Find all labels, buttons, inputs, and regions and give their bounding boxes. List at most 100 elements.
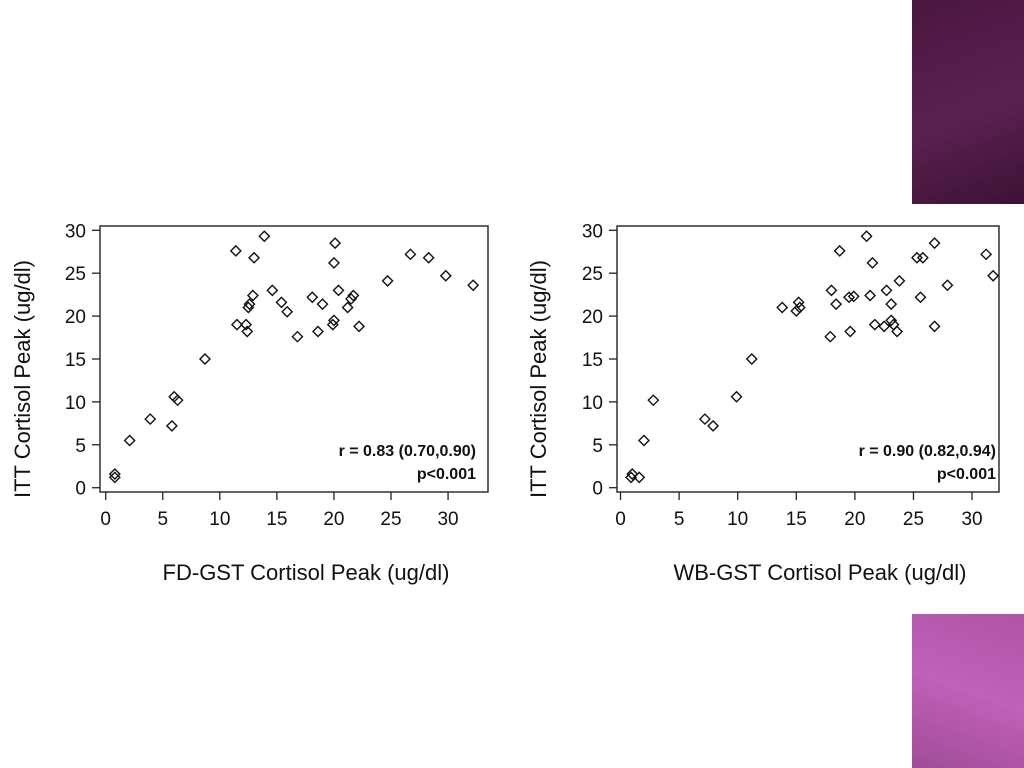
scatter-plot-2: 0 5 10 15 20 25 30 0 5 10 15 20 25 30 WB-GST Cortisol … [526, 221, 1000, 585]
data-point [332, 284, 345, 297]
data-point [914, 291, 927, 304]
data-point [864, 289, 877, 302]
data-point [707, 419, 720, 432]
data-point [790, 304, 803, 317]
data-point [745, 353, 758, 365]
y-tick-label: 5 [75, 436, 86, 457]
y-tick-label: 20 [65, 307, 86, 328]
data-point [108, 467, 121, 480]
data-point [860, 230, 873, 243]
data-point [866, 256, 879, 269]
data-point [625, 471, 638, 484]
data-point [776, 301, 789, 314]
scatter-plots: 0 5 10 15 20 25 30 0 5 10 15 20 25 30 FD-GST Cortisol … [10, 221, 1000, 585]
data-point [843, 291, 856, 304]
y-tick-label: 15 [65, 350, 86, 371]
data-point [880, 284, 893, 297]
data-point [980, 248, 993, 261]
data-point [316, 298, 329, 311]
p-value-annotation: p<0.001 [937, 466, 996, 483]
x-tick-label: 10 [727, 509, 748, 530]
data-point [241, 325, 254, 338]
data-point [198, 353, 211, 365]
data-point [891, 325, 904, 338]
x-axis-label: FD-GST Cortisol Peak (ug/dl) [163, 560, 450, 585]
x-tick-label: 15 [786, 509, 807, 530]
data-point [467, 279, 480, 292]
x-tick-label: 0 [615, 509, 626, 530]
data-point [893, 274, 906, 287]
y-tick-label: 5 [592, 436, 603, 457]
data-point [144, 413, 157, 426]
y-axis-label: ITT Cortisol Peak (ug/dl) [526, 260, 551, 498]
data-point [916, 251, 929, 264]
y-tick-label: 25 [582, 264, 603, 285]
y-tick-label: 30 [65, 221, 86, 242]
x-tick-label: 10 [209, 509, 230, 530]
correlation-annotation: r = 0.90 (0.82,0.94) [859, 443, 996, 460]
data-point [793, 301, 806, 314]
y-axis-label: ITT Cortisol Peak (ug/dl) [10, 260, 35, 498]
data-point [165, 419, 178, 432]
data-point [637, 434, 650, 447]
decorative-bar-bottom [912, 614, 1024, 768]
correlation-annotation: r = 0.83 (0.70,0.90) [339, 443, 476, 460]
data-point [242, 301, 255, 314]
data-point [833, 244, 846, 257]
data-point [633, 471, 646, 484]
x-tick-label: 15 [266, 509, 287, 530]
data-point [345, 292, 358, 305]
data-point [123, 434, 136, 447]
data-point [246, 289, 259, 302]
y-tick-label: 10 [582, 393, 603, 414]
data-point [347, 289, 360, 302]
y-tick-label: 0 [592, 479, 603, 500]
data-point [626, 467, 639, 480]
data-point [266, 284, 279, 297]
data-point [647, 394, 660, 407]
data-point [404, 248, 417, 261]
data-point [243, 298, 256, 311]
data-point [230, 318, 243, 331]
data-point [730, 390, 743, 403]
y-tick-label: 30 [582, 221, 603, 242]
x-tick-label: 20 [323, 509, 344, 530]
data-point [258, 230, 271, 243]
data-point [108, 471, 121, 484]
data-point [275, 296, 288, 309]
data-point [439, 269, 452, 282]
x-tick-label: 30 [437, 509, 458, 530]
data-point [987, 269, 1000, 282]
data-point [306, 291, 319, 304]
data-point [792, 296, 805, 309]
x-tick-label: 20 [844, 509, 865, 530]
data-point [885, 314, 898, 327]
data-point [171, 394, 184, 407]
scatter-plot-1: 0 5 10 15 20 25 30 0 5 10 15 20 25 30 FD-GST Cortisol … [10, 221, 489, 585]
data-point [868, 318, 881, 331]
data-point [329, 237, 342, 250]
x-axis-label: WB-GST Cortisol Peak (ug/dl) [673, 560, 966, 585]
data-point [698, 413, 711, 426]
data-point [928, 237, 941, 250]
data-point [168, 390, 181, 403]
y-tick-label: 10 [65, 393, 86, 414]
x-tick-label: 25 [903, 509, 924, 530]
data-point [291, 330, 304, 343]
data-point [847, 290, 860, 303]
x-tick-label: 5 [157, 509, 168, 530]
y-tick-label: 25 [65, 264, 86, 285]
decorative-bar-top [912, 0, 1024, 204]
x-tick-label: 0 [100, 509, 111, 530]
data-point [327, 256, 340, 269]
data-point [327, 314, 340, 327]
x-tick-label: 25 [380, 509, 401, 530]
data-point [824, 330, 837, 343]
data-point [885, 298, 898, 311]
y-tick-label: 20 [582, 307, 603, 328]
data-point [381, 274, 394, 287]
data-point [830, 298, 843, 311]
data-point [825, 284, 838, 297]
data-point [281, 305, 294, 318]
